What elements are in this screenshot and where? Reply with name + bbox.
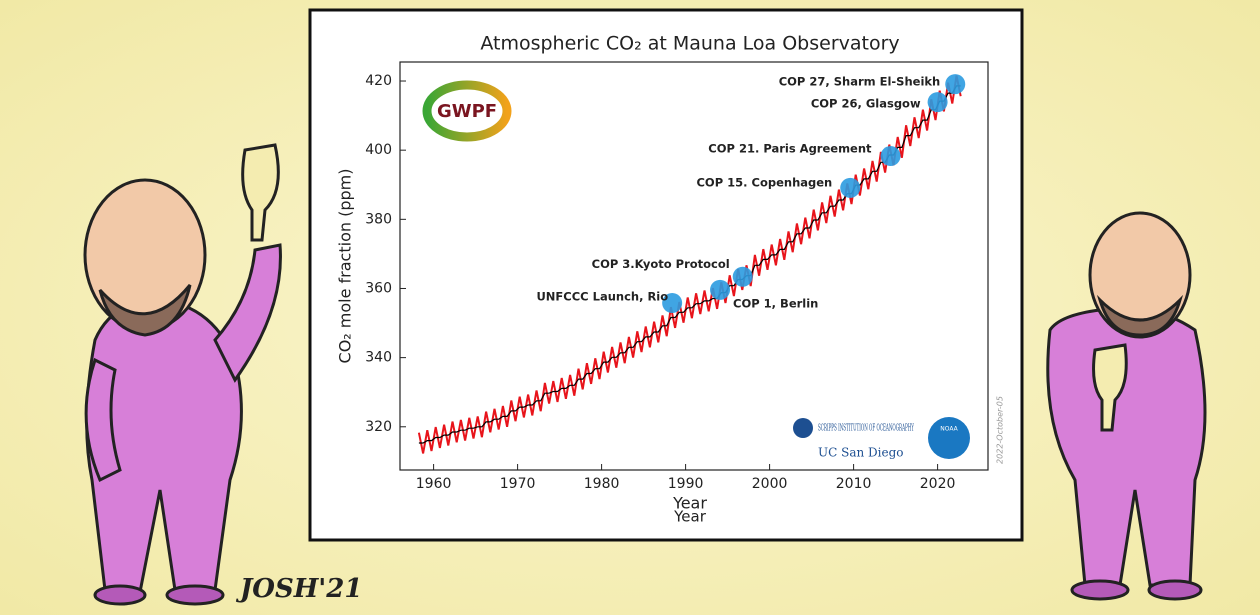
cop-label: COP 1, Berlin: [733, 296, 818, 310]
x-tick-label: 1990: [668, 476, 704, 492]
cop-marker: [733, 267, 753, 287]
scripps-logo: SCRIPPS INSTITUTION OF OCEANOGRAPHY: [818, 424, 914, 434]
noaa-logo: NOAA: [940, 426, 958, 433]
y-tick-label: 420: [365, 73, 392, 89]
cop-label: COP 26, Glasgow: [811, 97, 921, 111]
scene: JOSH'21 Atmospheric CO₂ at Mauna Loa Obs…: [0, 0, 1260, 615]
cop-label: COP 21. Paris Agreement: [708, 142, 872, 156]
chart-frame: [310, 10, 1022, 540]
cop-label: COP 27, Sharm El-Sheikh: [779, 75, 941, 89]
y-tick-label: 360: [365, 280, 392, 296]
y-tick-label: 380: [365, 211, 392, 227]
scripps-emblem: [793, 418, 813, 438]
date-stamp: 2022-October-05: [996, 396, 1005, 464]
x-tick-label: 1980: [584, 476, 620, 492]
chart-title: Atmospheric CO₂ at Mauna Loa Observatory: [480, 33, 899, 55]
cop-marker: [881, 146, 901, 166]
x-tick-label: 2020: [920, 476, 956, 492]
cop-label: UNFCCC Launch, Rio: [536, 289, 668, 303]
signature: JOSH'21: [235, 574, 362, 604]
y-axis-label: CO₂ mole fraction (ppm): [336, 169, 355, 364]
cop-marker: [945, 74, 965, 94]
x-tick-label: 1960: [416, 476, 452, 492]
x-tick-label: 2010: [836, 476, 872, 492]
y-tick-label: 400: [365, 142, 392, 158]
cop-label: COP 3.Kyoto Protocol: [592, 257, 730, 271]
y-tick-label: 320: [365, 419, 392, 435]
cop-marker: [710, 280, 730, 300]
cartoon: JOSH'21 Atmospheric CO₂ at Mauna Loa Obs…: [0, 0, 1260, 615]
noaa-emblem: [928, 417, 970, 459]
y-tick-label: 340: [365, 350, 392, 366]
cop-label: COP 15. Copenhagen: [696, 175, 832, 189]
cop-marker: [928, 92, 948, 112]
ucsd-logo: UC San Diego: [818, 446, 904, 460]
x-tick-label: 2000: [752, 476, 788, 492]
x-axis-label: Year: [673, 508, 707, 526]
cop-marker: [840, 178, 860, 198]
x-tick-label: 1970: [500, 476, 536, 492]
gwpf-logo: GWPF: [437, 101, 497, 122]
